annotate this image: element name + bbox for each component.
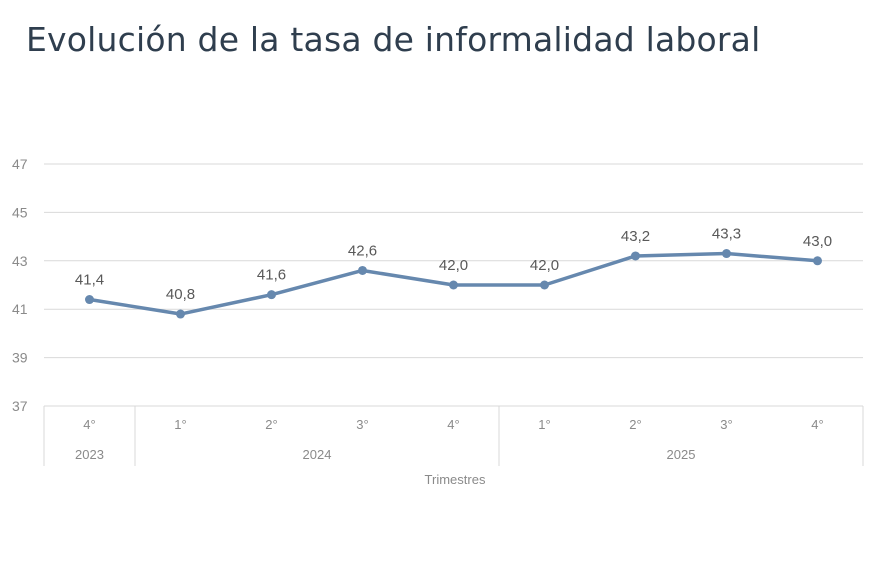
data-label: 41,6: [257, 267, 286, 284]
data-label: 40,8: [166, 286, 195, 303]
x-tick-label: 4°: [811, 417, 823, 432]
data-point: [722, 249, 731, 259]
x-group-label: 2024: [303, 447, 332, 462]
x-tick-label: 4°: [447, 417, 459, 432]
y-tick-label: 37: [12, 398, 28, 414]
data-label: 42,0: [439, 257, 468, 274]
y-tick-label: 41: [12, 301, 28, 317]
data-point: [176, 309, 185, 319]
y-tick-label: 43: [12, 253, 28, 269]
x-tick-label: 2°: [265, 417, 277, 432]
data-label: 43,0: [803, 233, 832, 250]
y-tick-label: 45: [12, 204, 28, 220]
data-point: [813, 256, 822, 266]
data-point: [540, 280, 549, 290]
y-tick-label: 39: [12, 350, 28, 366]
data-point: [449, 280, 458, 290]
data-point: [267, 290, 276, 300]
x-tick-label: 1°: [538, 417, 550, 432]
chart-title: Evolución de la tasa de informalidad lab…: [26, 20, 761, 59]
x-group-label: 2025: [667, 447, 696, 462]
data-point: [631, 251, 640, 261]
x-tick-label: 3°: [356, 417, 368, 432]
x-tick-label: 2°: [629, 417, 641, 432]
data-label: 43,2: [621, 228, 650, 245]
data-label: 42,0: [530, 257, 559, 274]
data-label: 41,4: [75, 272, 104, 289]
x-axis-label: Trimestres: [425, 472, 486, 487]
x-tick-label: 3°: [720, 417, 732, 432]
data-label: 43,3: [712, 226, 741, 243]
x-tick-label: 1°: [174, 417, 186, 432]
y-tick-label: 47: [12, 156, 28, 172]
data-point: [85, 295, 94, 305]
data-point: [358, 265, 367, 275]
data-label: 42,6: [348, 242, 377, 259]
x-tick-label: 4°: [83, 417, 95, 432]
x-group-label: 2023: [75, 447, 104, 462]
